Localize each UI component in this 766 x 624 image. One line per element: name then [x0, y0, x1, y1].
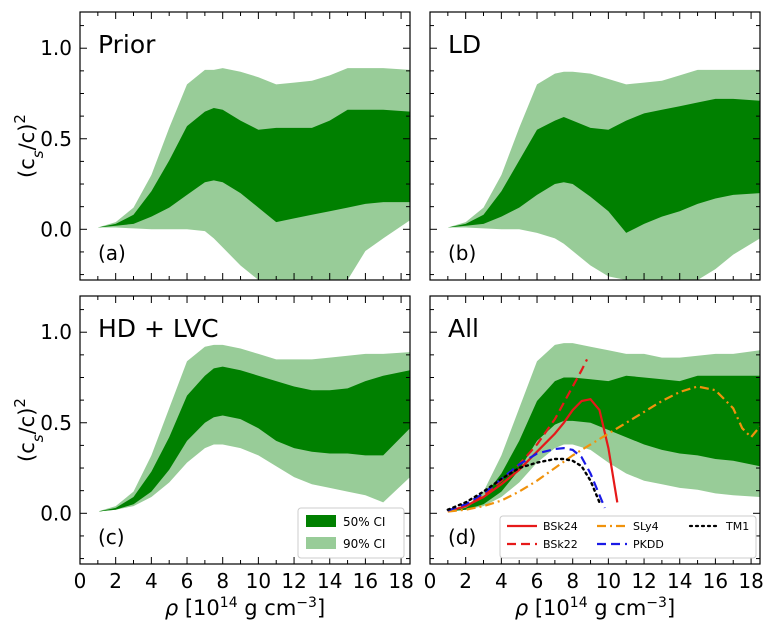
- axes-frame: [79, 295, 411, 565]
- legend-label: PKDD: [633, 538, 664, 551]
- plot-area: [447, 69, 760, 280]
- x-tick-label: 8: [216, 569, 229, 593]
- y-tick-label: 0.0: [40, 217, 72, 241]
- x-axis-label: ρ [1014 g cm−3]: [515, 595, 675, 620]
- x-tick-label: 10: [246, 569, 271, 593]
- legend-label: SLy4: [633, 520, 659, 533]
- x-tick-label: 16: [703, 569, 728, 593]
- panel-1: 0.0 0.5 1.0 Prior (a): [40, 11, 411, 281]
- panel-letter: (a): [98, 241, 126, 265]
- panel-title: HD + LVC: [98, 314, 219, 343]
- x-tick-label: 4: [145, 569, 158, 593]
- legend-label: 90% CI: [343, 537, 385, 551]
- legend-label: TM1: [725, 520, 749, 533]
- x-tick-label: 10: [596, 569, 621, 593]
- legend-label: BSk24: [543, 520, 578, 533]
- x-tick-label: 18: [388, 569, 413, 593]
- ci50-band: [447, 98, 760, 233]
- y-tick-label: 0.5: [40, 127, 72, 151]
- panel-letter: (b): [448, 241, 476, 265]
- panel-title: LD: [448, 30, 481, 59]
- legend-label: BSk22: [543, 538, 578, 551]
- ci90-band: [97, 344, 410, 512]
- panel-letter: (d): [448, 525, 476, 549]
- plot-area: [97, 68, 410, 280]
- x-tick-label: 0: [424, 569, 437, 593]
- axes-frame: [79, 11, 411, 281]
- x-axis-label: ρ [1014 g cm−3]: [165, 595, 325, 620]
- panel-2: LD (b): [429, 11, 761, 281]
- x-tick-label: 2: [109, 569, 122, 593]
- x-tick-label: 14: [667, 569, 692, 593]
- legend-label: 50% CI: [343, 515, 385, 529]
- plot-area: [446, 343, 760, 513]
- x-tick-label: 18: [738, 569, 763, 593]
- y-axis-label: (cs/c)2: [11, 114, 47, 178]
- panel-title: All: [448, 314, 479, 343]
- axes-frame: [429, 295, 761, 565]
- ci50-band: [97, 366, 410, 512]
- y-tick-label: 0.0: [40, 501, 72, 525]
- y-tick-label: 0.5: [40, 411, 72, 435]
- x-tick-label: 0: [74, 569, 87, 593]
- x-tick-label: 8: [566, 569, 579, 593]
- eos-curve-bsk24: [447, 397, 619, 513]
- y-axis-label: (cs/c)2: [11, 398, 47, 462]
- x-tick-label: 6: [181, 569, 194, 593]
- panel-letter: (c): [98, 525, 125, 549]
- legend-ci: 50% CI 90% CI: [297, 507, 405, 559]
- x-tick-label: 14: [317, 569, 342, 593]
- eos-curve-bsk22: [447, 358, 588, 513]
- ci50-band: [447, 375, 760, 512]
- x-tick-label: 6: [531, 569, 544, 593]
- panel-3: 0.0 0.5 1.0 0 2 4 6 8 10 12 14 16 18 HD + LVC (c): [40, 295, 414, 593]
- legend-eos: BSk24 SLy4 TM1 BSk22 PKDD: [499, 515, 757, 559]
- eos-curve-tm1: [446, 457, 601, 511]
- x-tick-label: 2: [459, 569, 472, 593]
- panel-title: Prior: [98, 30, 156, 59]
- y-tick-label: 1.0: [40, 36, 72, 60]
- legend-swatch-ci90: [306, 537, 336, 549]
- x-tick-label: 16: [353, 569, 378, 593]
- ci50-band: [97, 108, 410, 228]
- axes-frame: [429, 11, 761, 281]
- legend-swatch-ci50: [306, 515, 336, 527]
- x-tick-label: 12: [281, 569, 306, 593]
- y-tick-label: 1.0: [40, 320, 72, 344]
- x-tick-label: 12: [631, 569, 656, 593]
- eos-curve-pkdd: [447, 446, 606, 512]
- x-tick-label: 4: [495, 569, 508, 593]
- plot-area: [97, 344, 410, 512]
- eos-curve-sly4: [447, 385, 760, 513]
